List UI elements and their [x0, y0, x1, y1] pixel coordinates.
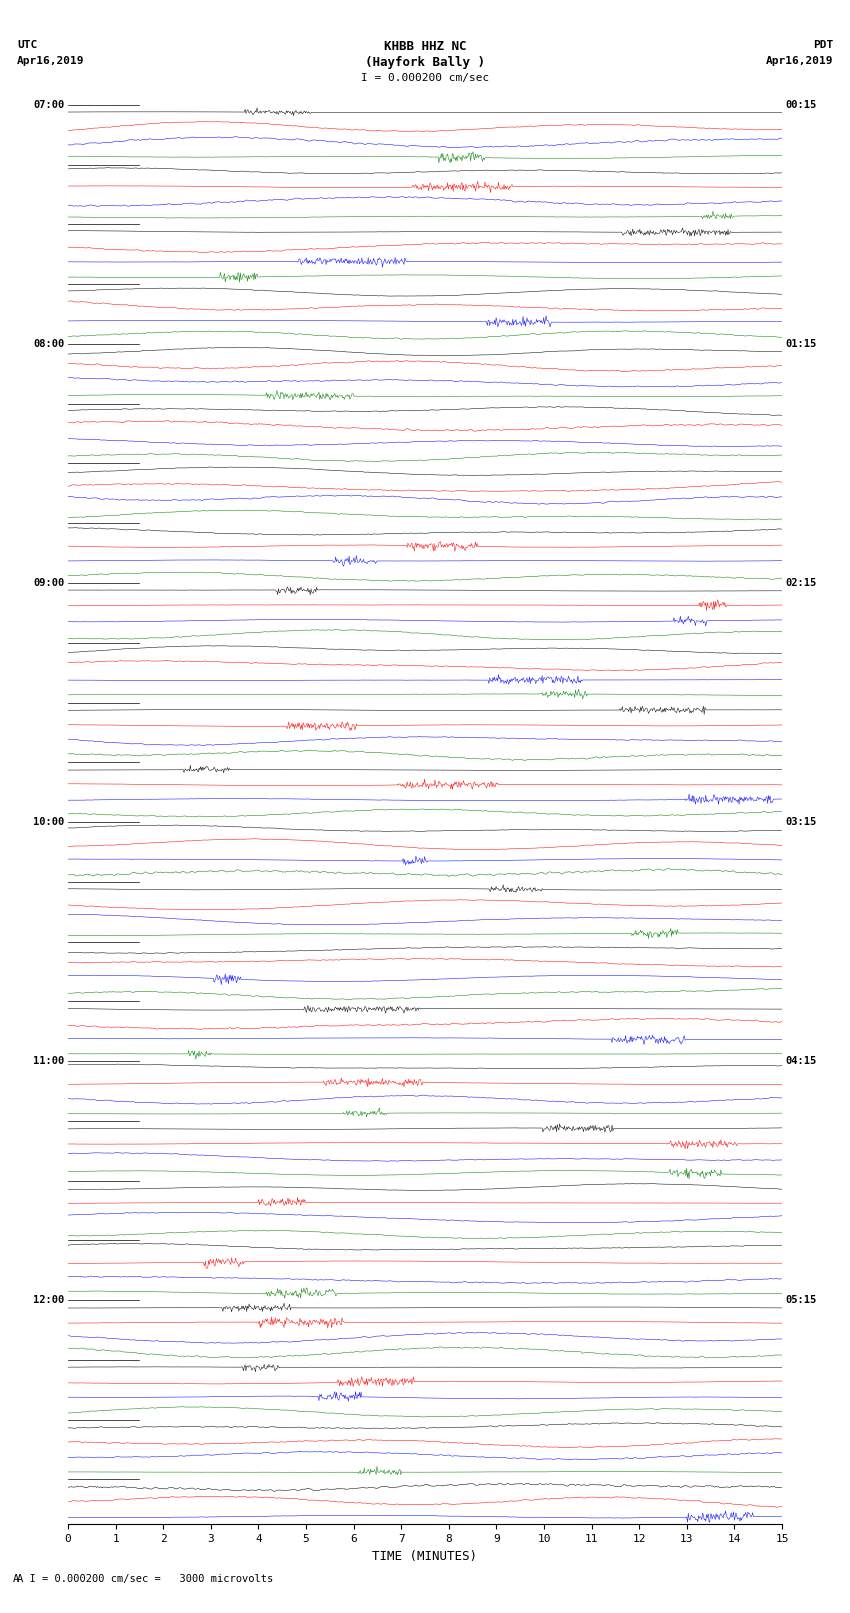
Text: KHBB HHZ NC: KHBB HHZ NC: [383, 40, 467, 53]
Text: Apr16,2019: Apr16,2019: [766, 56, 833, 66]
Text: (Hayfork Bally ): (Hayfork Bally ): [365, 56, 485, 69]
Text: 09:00: 09:00: [33, 577, 65, 589]
Text: A I = 0.000200 cm/sec =   3000 microvolts: A I = 0.000200 cm/sec = 3000 microvolts: [17, 1574, 273, 1584]
Text: PDT: PDT: [813, 40, 833, 50]
Text: 11:00: 11:00: [33, 1057, 65, 1066]
Text: 08:00: 08:00: [33, 339, 65, 348]
X-axis label: TIME (MINUTES): TIME (MINUTES): [372, 1550, 478, 1563]
Text: A: A: [13, 1574, 19, 1584]
Text: 04:15: 04:15: [785, 1057, 817, 1066]
Text: I = 0.000200 cm/sec: I = 0.000200 cm/sec: [361, 73, 489, 82]
Text: 05:15: 05:15: [785, 1295, 817, 1305]
Text: 03:15: 03:15: [785, 818, 817, 827]
Text: 10:00: 10:00: [33, 818, 65, 827]
Text: 02:15: 02:15: [785, 577, 817, 589]
Text: 07:00: 07:00: [33, 100, 65, 110]
Text: 00:15: 00:15: [785, 100, 817, 110]
Text: Apr16,2019: Apr16,2019: [17, 56, 84, 66]
Text: 01:15: 01:15: [785, 339, 817, 348]
Text: 12:00: 12:00: [33, 1295, 65, 1305]
Text: UTC: UTC: [17, 40, 37, 50]
